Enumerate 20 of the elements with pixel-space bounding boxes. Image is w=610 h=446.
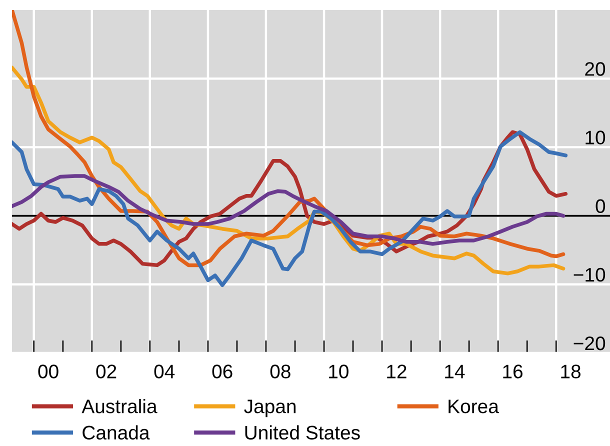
x-tick-label: 14: [445, 364, 465, 378]
y-tick-label: −10: [574, 268, 606, 282]
x-tick-label: 16: [503, 364, 522, 378]
legend-label: Korea: [448, 400, 499, 414]
x-tick-label: 00: [38, 364, 58, 378]
x-tick-label: 06: [212, 364, 232, 378]
y-tick-label: 0: [596, 199, 606, 214]
x-tick-label: 12: [387, 364, 406, 378]
y-tick-label: 10: [586, 130, 606, 144]
legend-label: United States: [245, 425, 360, 440]
y-tick-label: 20: [585, 62, 606, 76]
legend-label: Canada: [82, 425, 150, 440]
x-tick-label: 10: [329, 364, 348, 378]
y-tick-label: −20: [574, 336, 606, 350]
legend-label: Japan: [244, 400, 296, 418]
x-tick-label: 04: [154, 364, 175, 378]
x-tick-label: 18: [561, 364, 580, 378]
legend-label: Australia: [82, 399, 158, 414]
x-tick-label: 02: [96, 364, 116, 378]
x-tick-label: 08: [270, 364, 290, 378]
